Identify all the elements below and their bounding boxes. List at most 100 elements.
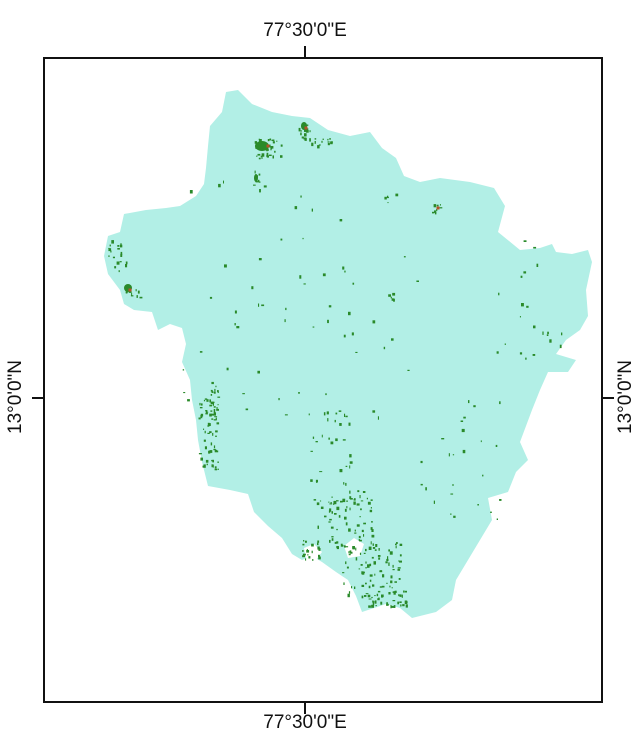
vegetation-patch [210,394,213,396]
vegetation-patch [280,155,283,158]
vegetation-patch [349,507,351,511]
vegetation-patch [280,144,283,147]
vegetation-patch [482,474,484,477]
vegetation-patch [367,594,371,598]
vegetation-patch [448,453,450,457]
vegetation-patch [547,331,549,335]
vegetation-patch [345,561,347,565]
vegetation-patch [342,266,345,270]
vegetation-patch [420,483,423,486]
vegetation-patch [371,521,373,523]
vegetation-patch [120,253,123,257]
vegetation-patch [393,605,396,608]
vegetation-patch [368,546,372,550]
vegetation-patch [206,411,209,413]
vegetation-patch [374,600,377,604]
vegetation-patch [315,479,318,483]
vegetation-patch [389,585,391,588]
vegetation-patch [217,461,219,463]
vegetation-patch [203,399,206,402]
vegetation-patch [404,590,407,593]
vegetation-patch [345,415,348,418]
vegetation-patch [371,556,374,559]
vegetation-patch [302,553,306,556]
vegetation-patch [208,450,211,454]
vegetation-patch [381,585,385,588]
vegetation-patch [307,554,309,556]
vegetation-patch [329,508,332,512]
vegetation-patch [329,518,332,521]
vegetation-patch [269,144,271,148]
vegetation-patch [395,545,397,549]
vegetation-patch [205,412,208,415]
vegetation-patch [258,138,260,140]
vegetation-patch [303,540,305,542]
vegetation-patch [352,546,355,549]
vegetation-patch [375,544,378,547]
vegetation-patch [210,389,213,392]
vegetation-patch [328,501,330,503]
vegetation-patch [125,264,128,268]
vegetation-patch [388,294,391,297]
vegetation-patch [397,601,400,605]
vegetation-patch [386,558,389,562]
vegetation-patch [203,464,206,468]
vegetation-patch [359,552,362,555]
vegetation-patch [257,370,260,374]
vegetation-patch [365,561,367,564]
vegetation-patch [496,518,498,520]
vegetation-patch [351,332,354,336]
vegetation-patch [359,516,361,518]
vegetation-patch [542,331,544,335]
vegetation-patch [313,499,317,501]
vegetation-patch [211,459,213,462]
vegetation-patch [254,170,256,174]
vegetation-patch [258,139,262,143]
vegetation-patch [299,275,302,279]
vegetation-patch [321,434,323,438]
vegetation-patch [211,381,214,385]
vegetation-patch [336,528,338,531]
vegetation-patch [206,399,209,402]
vegetation-patch [204,398,208,400]
vegetation-patch [354,532,357,534]
vegetation-patch [330,502,332,504]
vegetation-patch [118,270,120,273]
vegetation-patch [331,511,333,514]
vegetation-patch [387,195,389,198]
vegetation-patch [214,466,217,469]
vegetation-patch [366,497,368,500]
vegetation-patch [245,408,249,411]
vegetation-patch [355,547,357,551]
vegetation-patch [349,461,353,464]
vegetation-patch [374,573,376,576]
vegetation-patch [278,398,280,401]
vegetation-patch [387,202,389,204]
vegetation-patch [306,549,308,551]
vegetation-patch [263,185,267,188]
vegetation-patch [368,585,371,589]
vegetation-patch [305,558,307,561]
vegetation-patch [367,564,370,568]
vegetation-patch [255,181,259,183]
top-tick [304,46,306,58]
vegetation-patch [345,465,348,467]
vegetation-patch [324,515,327,518]
vegetation-patch [302,550,304,552]
vegetation-patch [399,601,402,603]
vegetation-patch [310,479,313,482]
vegetation-patch [521,303,524,307]
vegetation-patch [213,401,215,404]
vegetation-patch [272,139,275,142]
vegetation-patch [308,556,311,559]
vegetation-patch [300,195,302,198]
vegetation-patch [119,244,123,248]
vegetation-patch [356,524,360,527]
vegetation-patch [348,551,350,554]
vegetation-patch [383,346,386,350]
vegetation-patch [258,258,262,261]
vegetation-patch [390,605,392,609]
vegetation-patch [270,146,272,151]
vegetation-patch [372,600,374,603]
vegetation-cluster [255,141,269,151]
